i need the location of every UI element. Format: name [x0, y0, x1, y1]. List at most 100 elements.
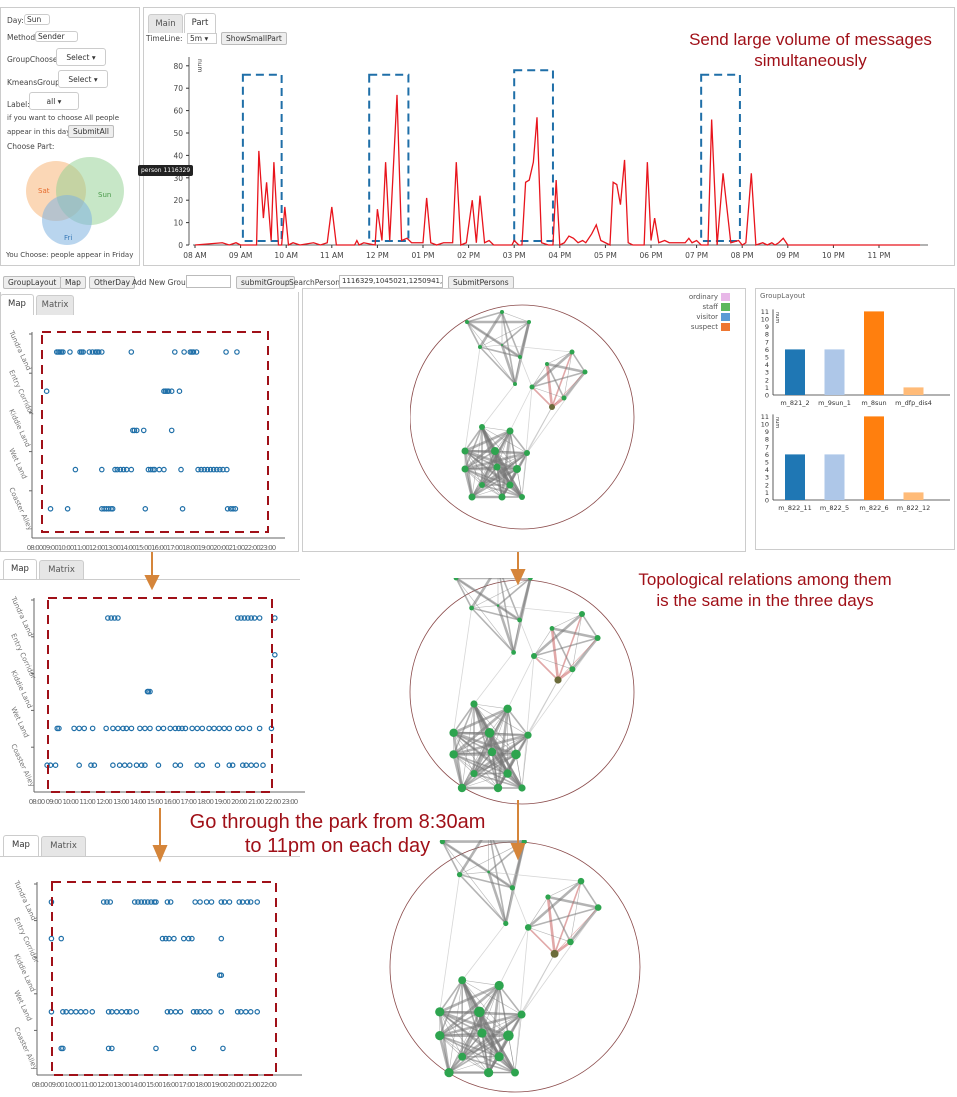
edge — [581, 613, 599, 639]
map-button[interactable]: Map — [60, 276, 86, 289]
submit-group-button[interactable]: submitGroup — [236, 276, 295, 289]
edge — [569, 906, 600, 943]
tab-map-3[interactable]: Map — [3, 835, 39, 856]
edge — [466, 321, 481, 348]
day-select[interactable]: Sun — [24, 14, 50, 25]
venn-fri[interactable] — [42, 195, 92, 245]
visit-dot — [48, 935, 55, 942]
edge — [519, 356, 533, 388]
tab-matrix-2[interactable]: Matrix — [39, 560, 84, 579]
tab-map-1[interactable]: Map — [0, 294, 34, 315]
edge — [563, 351, 573, 399]
edge — [531, 351, 573, 388]
edge — [461, 923, 507, 981]
node — [439, 840, 446, 845]
y-tick-label: 1 — [765, 489, 769, 497]
edge — [501, 321, 530, 346]
x-tick-label: 08 AM — [183, 251, 207, 260]
legend-label: suspect — [690, 323, 718, 331]
other-day-button[interactable]: OtherDay — [89, 276, 136, 289]
edge — [461, 1055, 516, 1074]
label-select[interactable]: all ▾ — [29, 92, 79, 110]
visit-dot — [254, 1009, 261, 1015]
edge — [514, 927, 529, 1073]
edge — [491, 751, 499, 789]
venn-diagram[interactable]: Sat Sun Fri — [26, 153, 131, 248]
edge — [481, 467, 518, 487]
x-tick-label: 16:00 — [162, 1081, 179, 1089]
node — [518, 784, 526, 792]
visit-dot — [260, 762, 266, 769]
edge — [453, 707, 509, 734]
edge — [461, 1034, 509, 1058]
visit-dot — [147, 725, 153, 732]
edge — [455, 578, 514, 653]
y-tick-label: 1 — [765, 384, 769, 392]
x-tick-label: 23:00 — [282, 798, 299, 806]
y-tick-label: 11 — [761, 308, 769, 316]
show-small-part-button[interactable]: ShowSmallPart — [221, 32, 287, 45]
visit-dot — [89, 1009, 96, 1015]
node — [579, 611, 585, 617]
legend-label: ordinary — [688, 293, 718, 301]
x-tick-label: m_dfp_dis4 — [895, 399, 932, 407]
edge — [546, 362, 586, 374]
bar-panel-title: GroupLayout — [760, 292, 806, 300]
tab-main[interactable]: Main — [148, 14, 183, 33]
y-tick-label: 3 — [765, 474, 769, 482]
visit-dot — [218, 972, 225, 979]
visit-dot — [64, 506, 71, 512]
x-tick-label: 14:00 — [120, 544, 137, 551]
visit-dot — [194, 762, 201, 769]
tab-map-2[interactable]: Map — [3, 559, 37, 579]
node — [501, 344, 503, 346]
visit-dot — [201, 466, 208, 473]
edge — [439, 984, 500, 1014]
tab-matrix-3[interactable]: Matrix — [41, 836, 86, 856]
add-group-input[interactable] — [186, 275, 231, 288]
edge — [464, 346, 481, 452]
edge — [453, 732, 523, 789]
edge — [521, 655, 535, 789]
annotation-messages-line1: Send large volume of messages — [689, 30, 932, 49]
visit-dot — [68, 1009, 74, 1015]
visit-dot — [192, 899, 198, 905]
x-tick-label: 13:00 — [113, 1081, 129, 1089]
node — [449, 750, 458, 759]
node — [470, 770, 478, 778]
visit-dot — [179, 725, 185, 732]
visit-dot — [113, 1009, 120, 1015]
edge — [527, 880, 582, 929]
node — [519, 494, 525, 500]
node — [500, 310, 504, 314]
scatter-plot-2: 08:00 09:00 10:00 11:00 12:00 13:00 14:00 15:00… — [9, 595, 305, 806]
groupchoose-select[interactable]: Select ▾ — [56, 48, 106, 66]
x-tick-label: 12:00 — [97, 1081, 114, 1089]
tab-matrix-1[interactable]: Matrix — [36, 295, 74, 315]
annotation-park: Go through the park from 8:30am to 11pm … — [160, 810, 515, 859]
kmeans-select[interactable]: Select ▾ — [58, 70, 108, 88]
timeline-select[interactable]: 5m ▾ — [187, 33, 217, 44]
edge — [471, 607, 520, 621]
network-graph-2 — [409, 578, 635, 805]
visit-dot — [105, 1009, 112, 1015]
visit-dot — [256, 725, 263, 732]
visit-dot — [197, 899, 203, 905]
visit-dot — [195, 466, 201, 473]
edge — [551, 351, 573, 408]
edge — [479, 1011, 522, 1015]
x-tick-label: 08:00 — [32, 1081, 49, 1089]
visit-dot — [199, 725, 206, 732]
edge — [481, 1032, 490, 1073]
node — [470, 700, 478, 708]
node — [458, 1052, 467, 1061]
visit-dot — [251, 615, 258, 621]
visit-dot — [82, 1009, 89, 1015]
tab-part[interactable]: Part — [184, 13, 216, 33]
submit-all-button[interactable]: SubmitAll — [68, 125, 114, 138]
search-person-input[interactable]: 1116329,1045021,1250941,91 — [339, 275, 443, 288]
method-select[interactable]: Sender — [35, 31, 78, 42]
visit-dot — [232, 506, 239, 512]
x-tick-label: 01 PM — [412, 251, 435, 260]
group-layout-button[interactable]: GroupLayout — [3, 276, 62, 289]
